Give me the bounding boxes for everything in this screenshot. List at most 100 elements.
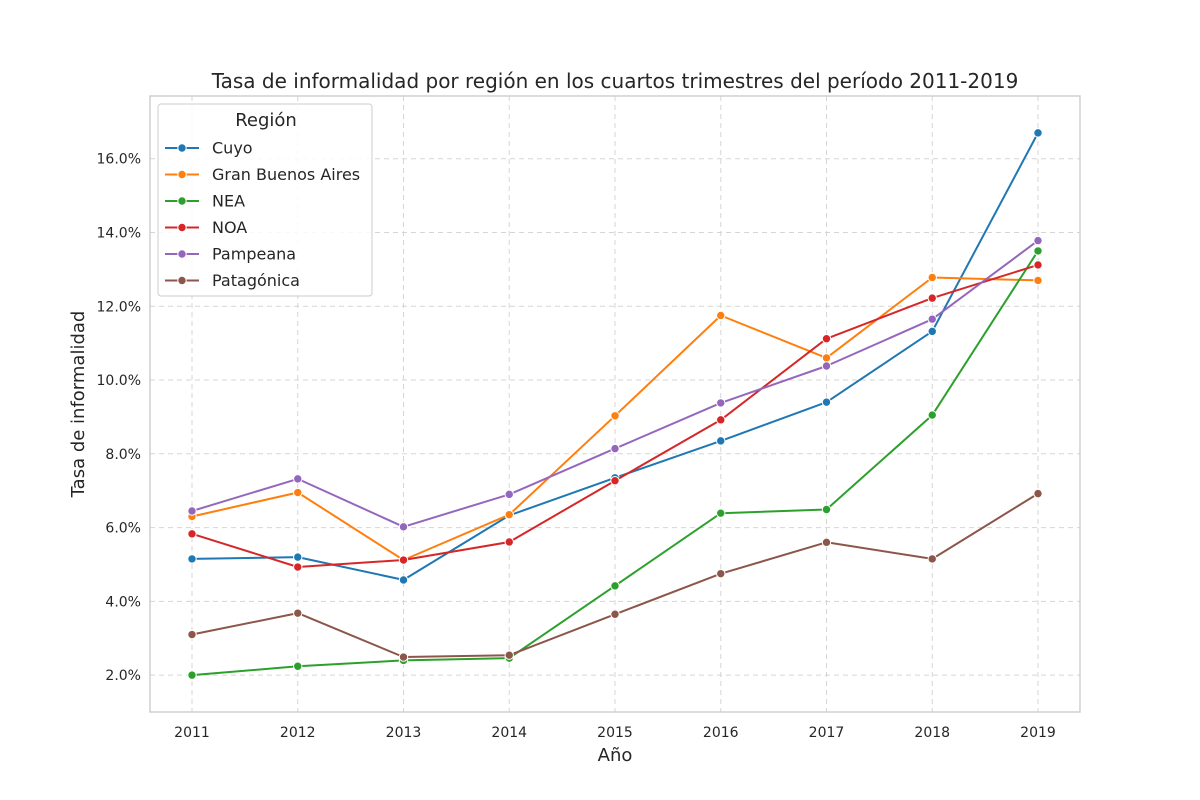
legend-item-patagonica: Patagónica <box>165 271 300 290</box>
data-point-cuyo <box>293 552 303 562</box>
data-point-noa <box>610 476 620 486</box>
data-point-patagonica <box>187 629 197 640</box>
y-tick-label: 12.0% <box>97 299 141 315</box>
y-tick-label: 10.0% <box>97 373 141 389</box>
data-point-pampeana <box>504 489 514 500</box>
legend-label: NEA <box>212 192 245 211</box>
data-point-gran-buenos-aires <box>504 509 514 520</box>
data-point-nea <box>293 661 303 671</box>
plot-frame <box>149 95 1081 713</box>
data-point-patagonica <box>504 650 514 660</box>
x-tick-label: 2017 <box>809 725 845 741</box>
y-tick-label: 2.0% <box>105 668 141 684</box>
legend-label: Pampeana <box>212 245 296 264</box>
legend-label: Patagónica <box>212 271 300 290</box>
data-point-nea <box>610 581 620 591</box>
data-point-pampeana <box>398 522 409 532</box>
data-point-noa <box>293 562 303 572</box>
data-point-nea <box>821 504 832 515</box>
series-layer <box>187 128 1043 680</box>
data-point-noa <box>1033 260 1043 270</box>
x-tick-label: 2015 <box>597 725 633 741</box>
series-nea <box>187 246 1043 680</box>
legend-items: Cuyo Gran Buenos Aires NEA NOA Pampeana Patag… <box>165 139 360 290</box>
legend-swatch-marker <box>177 196 187 206</box>
legend-swatch-marker <box>177 249 187 259</box>
data-point-cuyo <box>927 326 937 337</box>
data-point-nea <box>187 670 197 680</box>
data-point-noa <box>187 529 197 539</box>
legend-swatch-marker <box>177 143 187 153</box>
data-point-pampeana <box>610 443 620 454</box>
legend-item-cuyo: Cuyo <box>165 139 253 158</box>
y-tick-label: 4.0% <box>105 594 141 610</box>
x-tick-label: 2018 <box>914 725 950 741</box>
x-tick-label: 2012 <box>280 725 316 741</box>
series-patagonica <box>187 488 1043 662</box>
x-tick-label: 2013 <box>386 725 422 741</box>
data-point-patagonica <box>716 568 726 579</box>
y-tick-label: 6.0% <box>105 521 141 537</box>
legend-swatch-marker <box>177 222 187 233</box>
y-tick-label: 14.0% <box>97 225 141 241</box>
x-tick-label: 2014 <box>491 725 527 741</box>
data-point-gran-buenos-aires <box>927 272 937 283</box>
legend-swatch-marker <box>177 169 187 180</box>
data-point-pampeana <box>716 398 726 408</box>
data-point-nea <box>1033 246 1043 256</box>
data-point-patagonica <box>927 554 937 564</box>
data-point-gran-buenos-aires <box>610 411 620 421</box>
data-point-pampeana <box>187 506 197 516</box>
data-point-noa <box>504 537 514 547</box>
series-pampeana <box>187 235 1043 532</box>
x-tick-label: 2011 <box>174 725 210 741</box>
data-point-pampeana <box>821 361 832 371</box>
data-point-nea <box>716 508 726 518</box>
data-point-gran-buenos-aires <box>716 310 726 321</box>
data-point-gran-buenos-aires <box>293 487 303 498</box>
legend-item-pampeana: Pampeana <box>165 245 296 264</box>
legend-title: Región <box>235 110 297 131</box>
legend-swatch-marker <box>177 275 187 286</box>
data-point-cuyo <box>398 575 409 585</box>
data-point-noa <box>821 334 832 344</box>
data-point-pampeana <box>927 314 937 324</box>
data-point-patagonica <box>821 537 832 548</box>
data-point-patagonica <box>293 608 303 618</box>
y-tick-label: 16.0% <box>97 152 141 168</box>
legend-label: Cuyo <box>212 139 253 158</box>
data-point-patagonica <box>610 609 620 619</box>
data-point-pampeana <box>1033 235 1043 246</box>
legend-item-noa: NOA <box>165 218 247 237</box>
x-tick-label: 2016 <box>703 725 739 741</box>
data-point-gran-buenos-aires <box>1033 275 1043 286</box>
y-axis-label: Tasa de informalidad <box>68 311 89 499</box>
data-point-noa <box>398 555 409 565</box>
chart-title: Tasa de informalidad por región en los c… <box>211 69 1019 93</box>
data-point-patagonica <box>1033 488 1043 499</box>
legend-label: Gran Buenos Aires <box>212 165 360 184</box>
x-axis-label: Año <box>598 745 633 766</box>
y-tick-label: 8.0% <box>105 447 141 463</box>
data-point-cuyo <box>821 397 832 407</box>
legend-item-gran-buenos-aires: Gran Buenos Aires <box>165 165 360 184</box>
data-point-pampeana <box>293 474 303 484</box>
series-gran-buenos-aires <box>187 272 1043 565</box>
data-point-gran-buenos-aires <box>821 353 832 363</box>
legend-item-nea: NEA <box>165 192 245 211</box>
data-point-cuyo <box>716 436 726 446</box>
series-noa <box>187 260 1043 572</box>
legend: Región Cuyo Gran Buenos Aires NEA NOA Pampea… <box>157 103 373 297</box>
data-point-cuyo <box>187 554 197 564</box>
legend-label: NOA <box>212 218 247 237</box>
data-point-cuyo <box>1033 128 1043 138</box>
data-point-patagonica <box>398 652 409 662</box>
y-axis-ticks: 2.0% 4.0% 6.0% 8.0% 10.0% 12.0% 14.0% 16.0% <box>97 152 141 684</box>
legend-box <box>157 103 373 297</box>
x-tick-label: 2019 <box>1020 725 1056 741</box>
data-point-noa <box>716 415 726 425</box>
data-point-noa <box>927 293 937 303</box>
data-point-nea <box>927 410 937 420</box>
